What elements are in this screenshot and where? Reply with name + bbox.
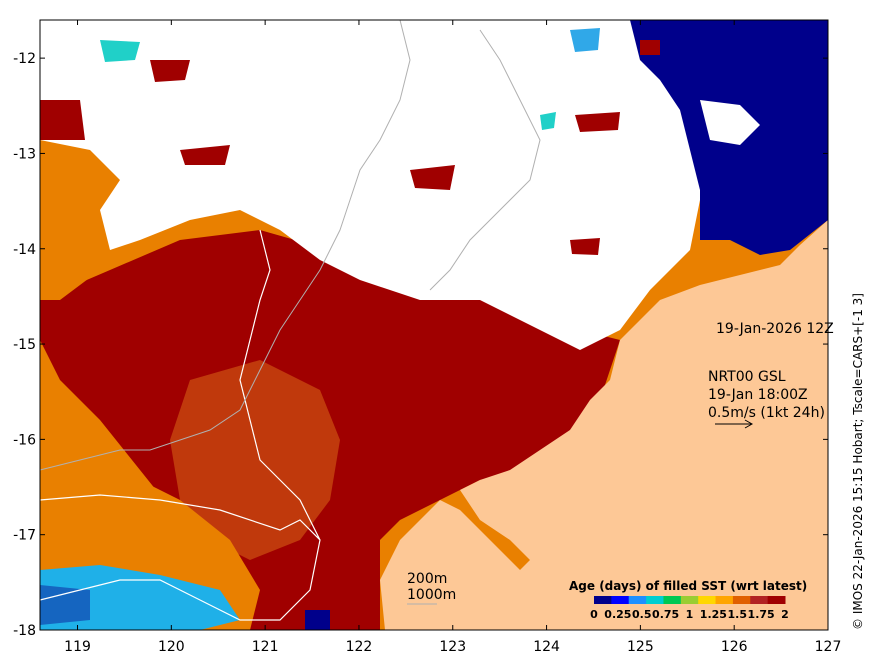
- axis-ticks: [40, 20, 829, 631]
- lon-tick-label: 124: [533, 639, 560, 655]
- cloud-gap-northeast: [700, 100, 760, 145]
- colorbar-tick-labels: 0 0.25 0.5 0.75 1 1.25 1.5 1.75 2: [590, 608, 789, 621]
- red-patch-6: [570, 238, 600, 255]
- colorbar-tick-label: 1.5: [728, 608, 748, 621]
- current-time-label: 19-Jan 18:00Z: [708, 387, 808, 403]
- colorbar-swatch: [732, 596, 751, 604]
- colorbar-swatch: [611, 596, 630, 604]
- colorbar-tick-label: 2: [781, 608, 789, 621]
- colorbar-swatch: [680, 596, 699, 604]
- lon-tick-label: 125: [627, 639, 654, 655]
- lat-tick-label: -17: [13, 528, 36, 544]
- colorbar: [594, 596, 786, 604]
- red-patch-4: [150, 60, 190, 82]
- lat-tick-label: -18: [13, 623, 36, 639]
- lat-tick-label: -12: [13, 51, 36, 67]
- red-patch-2: [410, 165, 455, 190]
- scale-arrow: [715, 419, 754, 429]
- lon-tick-label: 123: [439, 639, 466, 655]
- colorbar-tick-label: 1.25: [700, 608, 727, 621]
- colorbar-title: Age (days) of filled SST (wrt latest): [569, 579, 807, 593]
- colorbar-swatch: [715, 596, 734, 604]
- isobath-1000m-label: 1000m: [407, 587, 456, 603]
- land-australia: [380, 220, 828, 630]
- lat-tick-label: -13: [13, 146, 36, 162]
- lon-tick-label: 122: [346, 639, 373, 655]
- plot-frame: [39, 19, 829, 631]
- red-patch-7: [640, 40, 660, 55]
- sst-age-0_5-region: [40, 585, 90, 625]
- colorbar-swatch: [628, 596, 647, 604]
- lon-tick-label: 119: [64, 639, 91, 655]
- lat-tick-label: -15: [13, 337, 36, 353]
- isobath-200m: [39, 19, 541, 471]
- colorbar-swatch: [646, 596, 664, 604]
- cyan-patch-3: [540, 112, 556, 130]
- red-patch-5: [40, 100, 85, 140]
- longitude-tick-labels: 119 120 121 122 123 124 125 126 127: [64, 639, 841, 655]
- colorbar-swatch: [698, 596, 717, 604]
- colorbar-swatch: [767, 596, 786, 604]
- cloud-region: [40, 20, 700, 350]
- lon-tick-label: 126: [721, 639, 748, 655]
- red-patch-3: [575, 112, 620, 132]
- lat-tick-label: -16: [13, 432, 36, 448]
- colorbar-swatch: [750, 596, 769, 604]
- lat-tick-label: -14: [13, 242, 36, 258]
- red-patch-1: [180, 145, 230, 165]
- current-source-label: NRT00 GSL: [708, 369, 786, 385]
- colorbar-tick-label: 0.75: [652, 608, 679, 621]
- lon-tick-label: 121: [252, 639, 279, 655]
- isobath-200m-label: 200m: [407, 571, 447, 587]
- lon-tick-label: 127: [815, 639, 842, 655]
- colorbar-tick-label: 0: [590, 608, 598, 621]
- sst-age-0-spot: [305, 610, 330, 630]
- date-label: 19-Jan-2026 12Z: [716, 321, 834, 337]
- colorbar-swatch: [663, 596, 682, 604]
- cyan-patch-1: [100, 40, 140, 62]
- latitude-tick-labels: -12 -13 -14 -15 -16 -17 -18: [13, 51, 36, 639]
- colorbar-swatch: [594, 596, 612, 604]
- credit-text: © IMOS 22-Jan-2026 15:15 Hobart; Tscale=…: [851, 293, 865, 630]
- lon-tick-label: 120: [158, 639, 185, 655]
- scale-label: 0.5m/s (1kt 24h): [708, 405, 825, 421]
- cyan-patch-2: [570, 28, 600, 52]
- colorbar-tick-label: 1.75: [748, 608, 775, 621]
- colorbar-tick-label: 1: [686, 608, 694, 621]
- sst-age-1_75-region: [170, 360, 340, 560]
- colorbar-tick-label: 0.5: [632, 608, 652, 621]
- colorbar-tick-label: 0.25: [604, 608, 631, 621]
